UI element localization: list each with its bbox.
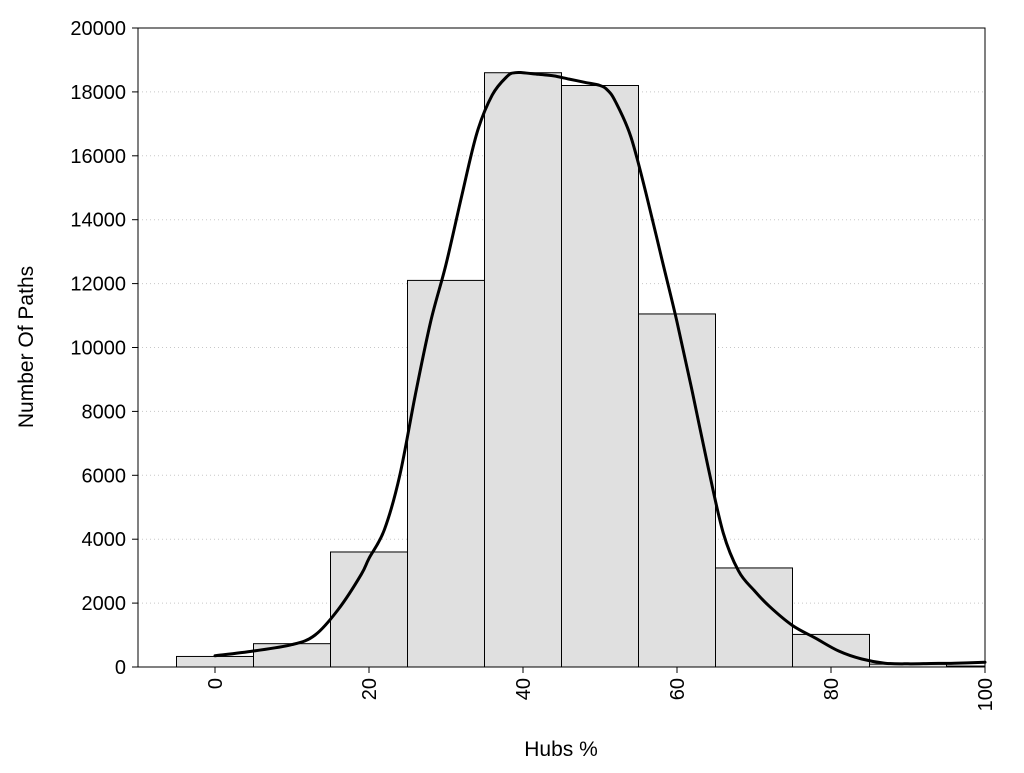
histogram-bar	[638, 313, 716, 668]
histogram-bar	[253, 643, 331, 668]
histogram-bar	[176, 655, 254, 668]
histogram-bar	[561, 85, 639, 668]
y-tick-label: 20000	[70, 18, 126, 40]
histogram-bar	[407, 279, 485, 668]
y-axis-ticks: 0 2000 4000 6000 8000 10000 12000 14000 16000 180…	[70, 18, 138, 679]
y-axis-title: Number Of Paths	[15, 266, 38, 428]
x-tick-label: 0	[205, 678, 227, 689]
density-curve-layer	[213, 70, 987, 666]
y-tick-label: 4000	[82, 529, 127, 551]
x-tick-label: 100	[975, 678, 997, 711]
histogram-bar	[792, 633, 870, 668]
y-tick-label: 6000	[82, 465, 127, 487]
y-tick-label: 10000	[70, 338, 126, 360]
x-tick-label: 40	[513, 678, 535, 700]
x-tick-label: 60	[667, 678, 689, 700]
y-tick-label: 18000	[70, 82, 126, 104]
y-tick-label: 0	[115, 657, 126, 679]
y-tick-label: 16000	[70, 146, 126, 168]
histogram-bar	[484, 72, 562, 668]
y-tick-label: 2000	[82, 593, 127, 615]
x-axis-ticks: 0 20 40 60 80 100	[205, 667, 997, 711]
x-tick-label: 80	[821, 678, 843, 700]
density-curve	[213, 70, 987, 666]
histogram-bar	[330, 551, 408, 668]
histogram-bar	[715, 567, 793, 668]
y-tick-label: 8000	[82, 401, 127, 423]
histogram-bars	[176, 72, 986, 668]
x-axis-title: Hubs %	[524, 738, 598, 761]
x-tick-label: 20	[359, 678, 381, 700]
y-tick-label: 12000	[70, 274, 126, 296]
y-tick-label: 14000	[70, 210, 126, 232]
